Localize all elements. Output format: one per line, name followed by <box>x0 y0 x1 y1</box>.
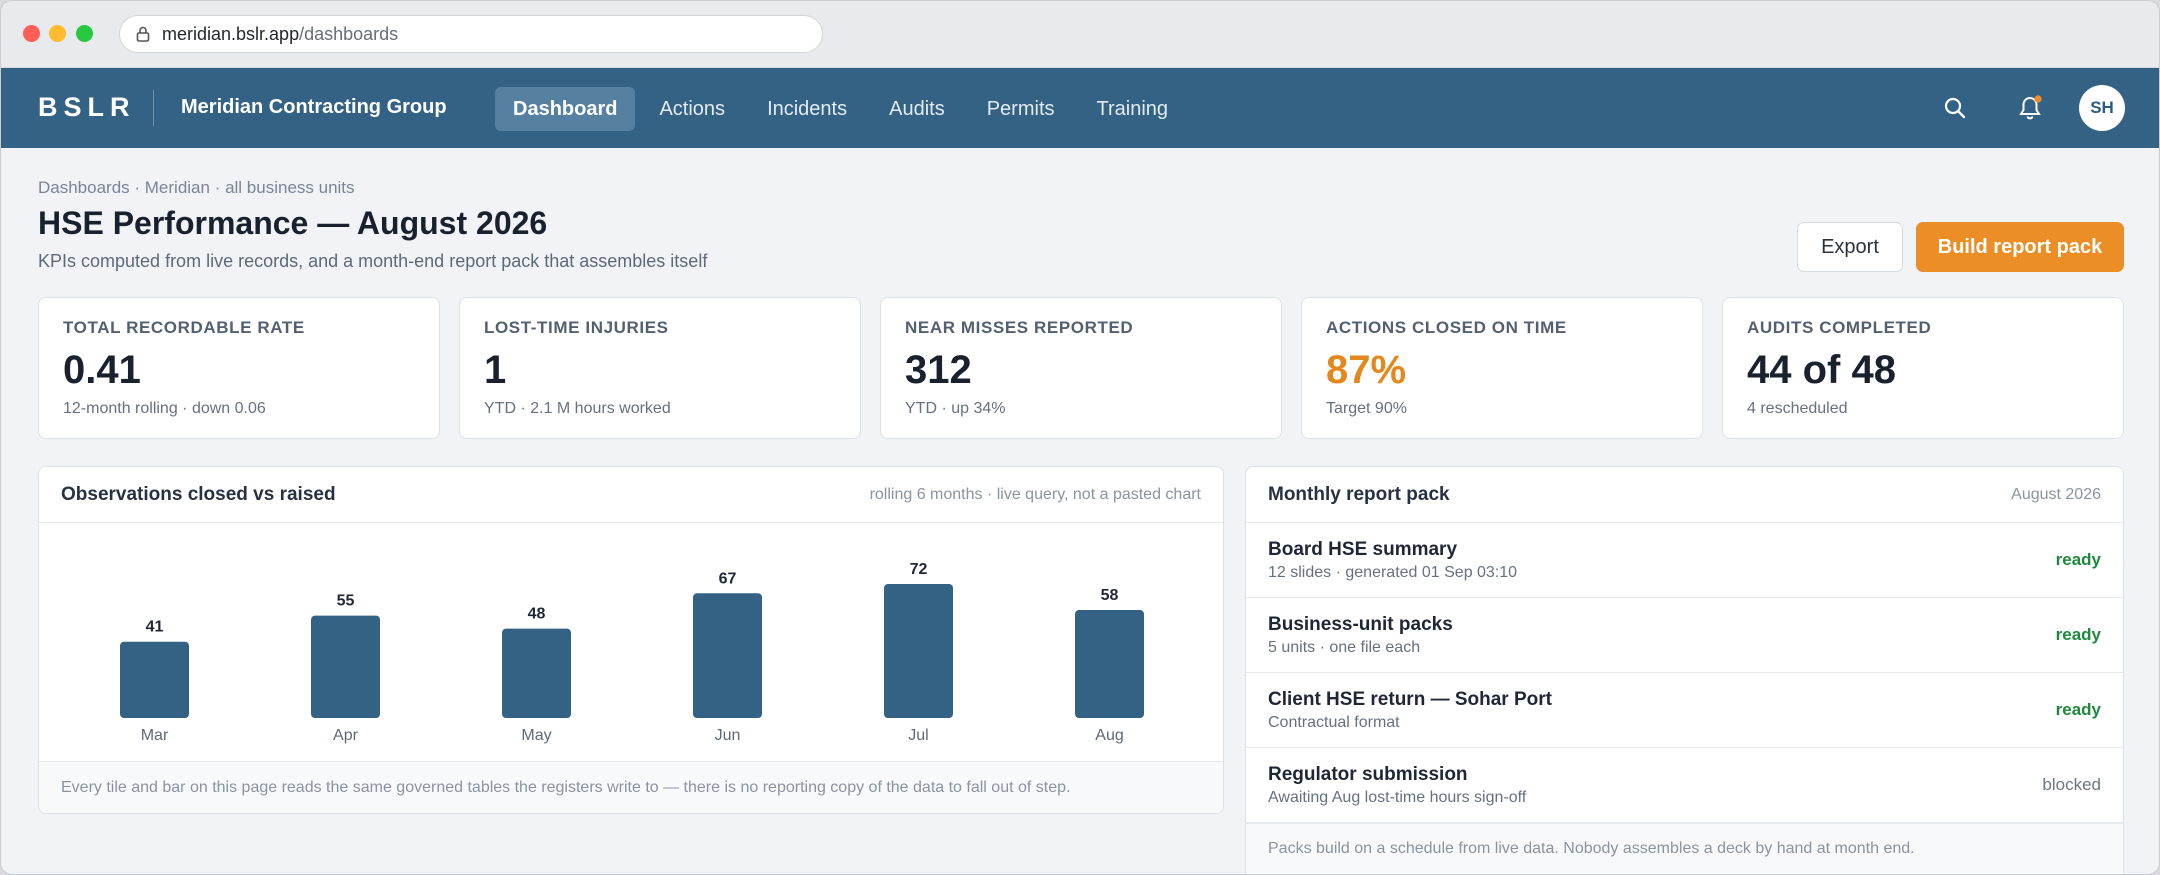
close-window-button[interactable] <box>23 25 40 42</box>
x-tick-jul: Jul <box>908 727 928 744</box>
url-path: /dashboards <box>299 23 399 44</box>
lock-icon <box>136 26 150 42</box>
bar-jun[interactable] <box>693 593 762 718</box>
x-tick-aug: Aug <box>1095 727 1123 744</box>
bar-jul[interactable] <box>884 584 953 718</box>
pack-detail: Contractual format <box>1268 713 1400 731</box>
pack-row-business-unit-packs[interactable]: Business-unit packs 5 units · one file e… <box>1246 598 2123 673</box>
status-badge: ready <box>2055 625 2101 644</box>
status-badge: ready <box>2055 700 2101 719</box>
x-tick-mar: Mar <box>141 727 169 744</box>
x-tick-apr: Apr <box>333 727 359 744</box>
user-avatar[interactable]: SH <box>2079 85 2125 131</box>
breadcrumb: Dashboards · Meridian · all business uni… <box>38 178 355 197</box>
pack-name: Business-unit packs <box>1268 613 1453 635</box>
pack-detail: Awaiting Aug lost-time hours sign-off <box>1268 788 1527 806</box>
brand-divider <box>153 90 154 126</box>
x-tick-jun: Jun <box>715 727 741 744</box>
kpi-note: Target 90% <box>1326 400 1407 417</box>
kpi-note: YTD · 2.1 M hours worked <box>484 400 671 417</box>
kpi-tile-near-misses[interactable]: NEAR MISSES REPORTED 312 YTD · up 34% <box>880 297 1282 439</box>
bar-mar[interactable] <box>120 641 189 718</box>
pack-name: Board HSE summary <box>1268 538 1458 560</box>
nav-link-training[interactable]: Training <box>1096 98 1169 120</box>
data-label-jul: 72 <box>910 561 928 578</box>
kpi-label: ACTIONS CLOSED ON TIME <box>1326 318 1567 337</box>
status-badge: blocked <box>2042 775 2101 794</box>
nav-links: Dashboard Actions Incidents Audits Permi… <box>495 87 1186 131</box>
pack-detail: 5 units · one file each <box>1268 638 1421 656</box>
pack-info: Client HSE return — Sohar Port Contractu… <box>1268 689 1552 732</box>
minimize-window-button[interactable] <box>49 25 66 42</box>
nav-link-dashboard[interactable]: Dashboard <box>495 87 636 131</box>
kpi-value: 87% <box>1326 348 1407 392</box>
data-label-mar: 41 <box>146 619 164 636</box>
brand-logo[interactable]: BSLR <box>38 92 136 122</box>
browser-chrome: meridian.bslr.app/dashboards <box>1 1 2159 68</box>
kpi-label: LOST-TIME INJURIES <box>484 318 669 337</box>
panel-meta: August 2026 <box>2011 485 2101 503</box>
kpi-value: 0.41 <box>63 348 141 392</box>
kpi-row: TOTAL RECORDABLE RATE 0.41 12-month roll… <box>38 297 2124 439</box>
pack-info: Business-unit packs 5 units · one file e… <box>1268 614 1453 657</box>
panel-meta: rolling 6 months · live query, not a pas… <box>869 485 1201 503</box>
url-host: meridian.bslr.app <box>162 23 300 44</box>
top-navigation: BSLR Meridian Contracting Group Dashboar… <box>1 68 2159 148</box>
pack-info: Regulator submission Awaiting Aug lost-t… <box>1268 764 1526 807</box>
kpi-tile-actions-closed-on-time[interactable]: ACTIONS CLOSED ON TIME 87% Target 90% <box>1301 297 1703 439</box>
chart-footnote: Every tile and bar on this page reads th… <box>39 761 1223 813</box>
data-label-jun: 67 <box>719 570 737 587</box>
kpi-tile-total-recordable-rate[interactable]: TOTAL RECORDABLE RATE 0.41 12-month roll… <box>38 297 440 439</box>
kpi-value: 312 <box>905 348 972 392</box>
address-bar[interactable]: meridian.bslr.app/dashboards <box>119 15 823 53</box>
bell-icon[interactable] <box>2017 94 2043 122</box>
kpi-value: 1 <box>484 348 507 392</box>
panel-title: Observations closed vs raised <box>61 483 336 505</box>
kpi-note: 4 rescheduled <box>1747 400 1848 417</box>
nav-link-actions[interactable]: Actions <box>659 98 726 120</box>
data-label-apr: 55 <box>337 593 355 610</box>
kpi-label: TOTAL RECORDABLE RATE <box>63 318 305 337</box>
organization-name[interactable]: Meridian Contracting Group <box>181 96 447 118</box>
pack-row-board-summary[interactable]: Board HSE summary 12 slides · generated … <box>1246 523 2123 598</box>
nav-link-permits[interactable]: Permits <box>986 98 1055 120</box>
build-report-pack-button[interactable]: Build report pack <box>1916 222 2124 272</box>
bar-apr[interactable] <box>311 615 380 718</box>
kpi-value: 44 of 48 <box>1747 348 1896 392</box>
chart-area: 41 Mar 55 Apr 48 May 67 Jun 72 Jul 58 Aug <box>39 523 1223 763</box>
pack-row-regulator-submission[interactable]: Regulator submission Awaiting Aug lost-t… <box>1246 748 2123 823</box>
kpi-label: AUDITS COMPLETED <box>1747 318 1932 337</box>
kpi-note: 12-month rolling · down 0.06 <box>63 400 266 417</box>
kpi-tile-audits-completed[interactable]: AUDITS COMPLETED 44 of 48 4 rescheduled <box>1722 297 2124 439</box>
page-subtitle: KPIs computed from live records, and a m… <box>38 251 708 271</box>
data-label-may: 48 <box>528 606 546 623</box>
panel-header: Observations closed vs raised rolling 6 … <box>39 467 1223 523</box>
x-tick-may: May <box>521 727 551 744</box>
nav-link-incidents[interactable]: Incidents <box>767 98 848 120</box>
nav-link-audits[interactable]: Audits <box>889 98 945 120</box>
page-title: HSE Performance — August 2026 <box>38 205 548 241</box>
bar-aug[interactable] <box>1075 610 1144 718</box>
kpi-label: NEAR MISSES REPORTED <box>905 318 1134 337</box>
bar-may[interactable] <box>502 628 571 718</box>
bar-chart: 41 Mar 55 Apr 48 May 67 Jun 72 Jul 58 Aug <box>120 561 1144 744</box>
report-pack-panel: Monthly report pack August 2026 Board HS… <box>1245 466 2124 874</box>
observations-chart-panel: Observations closed vs raised rolling 6 … <box>38 466 1224 814</box>
pack-detail: 12 slides · generated 01 Sep 03:10 <box>1268 563 1518 581</box>
export-button[interactable]: Export <box>1797 222 1903 272</box>
pack-name: Client HSE return — Sohar Port <box>1268 688 1552 710</box>
panel-title: Monthly report pack <box>1268 483 1450 505</box>
maximize-window-button[interactable] <box>76 25 93 42</box>
pack-name: Regulator submission <box>1268 763 1468 785</box>
status-badge: ready <box>2055 550 2101 569</box>
search-icon[interactable] <box>1943 96 1967 120</box>
kpi-note: YTD · up 34% <box>905 400 1006 417</box>
pack-row-client-return[interactable]: Client HSE return — Sohar Port Contractu… <box>1246 673 2123 748</box>
kpi-tile-lost-time-injuries[interactable]: LOST-TIME INJURIES 1 YTD · 2.1 M hours w… <box>459 297 861 439</box>
pack-footnote: Packs build on a schedule from live data… <box>1246 823 2123 873</box>
panel-header: Monthly report pack August 2026 <box>1246 467 2123 523</box>
pack-info: Board HSE summary 12 slides · generated … <box>1268 539 1517 582</box>
data-label-aug: 58 <box>1101 587 1119 604</box>
